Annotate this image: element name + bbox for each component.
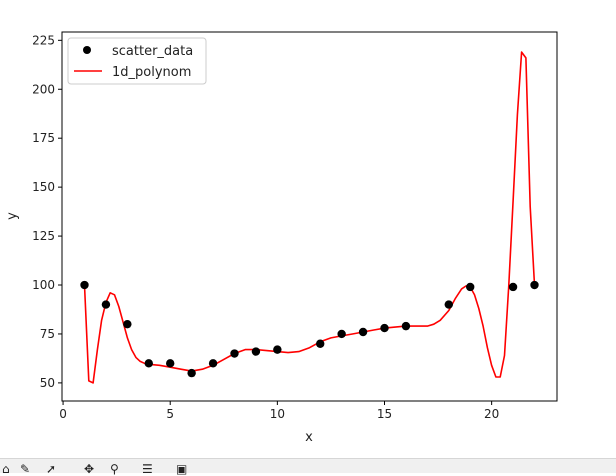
scatter-point [101,300,111,309]
scatter-series [80,280,539,378]
scatter-point [187,368,196,378]
y-tick-label: 175 [32,131,55,145]
plot-frame [61,31,558,402]
scatter-point [80,280,89,290]
scatter-point [251,347,261,356]
x-axis-label: x [305,430,313,445]
scatter-point [123,319,132,329]
scatter-point [358,327,368,337]
legend-box [67,37,207,85]
legend-label-1d-polynom: 1d_polynom [112,65,191,80]
scatter-point [144,359,153,368]
y-tick-label: 75 [40,327,55,341]
y-tick-label: 225 [32,33,55,47]
legend: scatter_data 1d_polynom [67,37,207,85]
zoom-icon[interactable]: ⚲ [110,462,119,476]
back-icon[interactable]: ✎ [20,462,31,476]
x-tick-label: 15 [377,407,392,421]
scatter-point [466,282,475,292]
scatter-point [380,323,389,333]
x-tick-label: 0 [59,407,67,421]
scatter-point [508,282,518,292]
x-tick-label: 10 [270,407,285,421]
save-icon[interactable]: ▣ [176,462,188,476]
scatter-point [401,321,411,331]
configure-icon[interactable]: ☰ [142,462,153,476]
scatter-point [530,280,539,290]
polynomial-line-series [83,51,536,384]
polynomial-line [83,51,536,384]
scatter-point [273,345,282,354]
scatter-point [166,359,175,368]
y-tick-label: 125 [32,229,55,243]
scatter-point [337,329,346,339]
scatter-point [316,339,325,348]
scatter-point [230,349,239,358]
scatter-point [444,300,453,309]
y-tick-label: 50 [40,376,55,390]
legend-scatter-marker [83,46,91,54]
x-tick-label: 5 [166,407,174,421]
axis-ticks: 0 5 10 15 20 50 75 100 125 150 175 200 225 [32,33,499,421]
y-tick-label: 200 [32,82,55,96]
forward-icon[interactable]: ➚ [46,462,57,476]
navigation-toolbar: ⌂ ✎ ➚ ✥ ⚲ ☰ ▣ [0,458,616,476]
y-axis-label: y [5,212,20,220]
y-tick-label: 100 [32,278,55,292]
scatter-point [208,359,218,368]
chart: 0 5 10 15 20 50 75 100 125 150 175 200 225 x y scatt… [5,31,558,445]
x-tick-label: 20 [484,407,499,421]
pan-icon[interactable]: ✥ [84,462,95,476]
home-icon[interactable]: ⌂ [2,462,10,476]
legend-label-scatter-data: scatter_data [112,44,193,59]
y-tick-label: 150 [32,180,55,194]
